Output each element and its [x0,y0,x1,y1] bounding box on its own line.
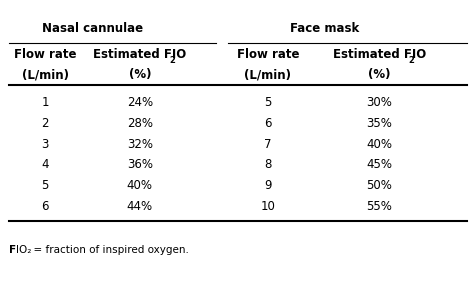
Text: 2: 2 [409,56,414,65]
Text: Face mask: Face mask [290,22,359,35]
Text: 2: 2 [169,56,175,65]
Text: (%): (%) [368,68,391,81]
Text: Nasal cannulae: Nasal cannulae [42,22,143,35]
Text: 2: 2 [41,117,49,130]
Text: 50%: 50% [366,179,392,192]
Text: 4: 4 [41,158,49,171]
Text: 7: 7 [264,138,272,151]
Text: 30%: 30% [366,96,392,109]
Text: (%): (%) [128,68,151,81]
Text: 40%: 40% [127,179,153,192]
Text: 24%: 24% [127,96,153,109]
Text: IO₂ = fraction of inspired oxygen.: IO₂ = fraction of inspired oxygen. [16,245,189,255]
Text: 5: 5 [264,96,272,109]
Text: 40%: 40% [366,138,392,151]
Text: 10: 10 [260,200,275,213]
Text: (L/min): (L/min) [21,68,69,81]
Text: 3: 3 [41,138,49,151]
Text: 44%: 44% [127,200,153,213]
Text: 6: 6 [41,200,49,213]
Text: Estimated FIO: Estimated FIO [333,48,426,61]
Text: 45%: 45% [366,158,392,171]
Text: 35%: 35% [366,117,392,130]
Text: 55%: 55% [366,200,392,213]
Text: 28%: 28% [127,117,153,130]
Text: Estimated FIO: Estimated FIO [93,48,186,61]
Text: 9: 9 [264,179,272,192]
Text: Flow rate: Flow rate [14,48,76,61]
Text: 5: 5 [41,179,49,192]
Text: 8: 8 [264,158,272,171]
Text: Flow rate: Flow rate [237,48,299,61]
Text: 36%: 36% [127,158,153,171]
Text: 6: 6 [264,117,272,130]
Text: F: F [9,245,17,255]
Text: (L/min): (L/min) [244,68,292,81]
Text: 32%: 32% [127,138,153,151]
Text: 1: 1 [41,96,49,109]
